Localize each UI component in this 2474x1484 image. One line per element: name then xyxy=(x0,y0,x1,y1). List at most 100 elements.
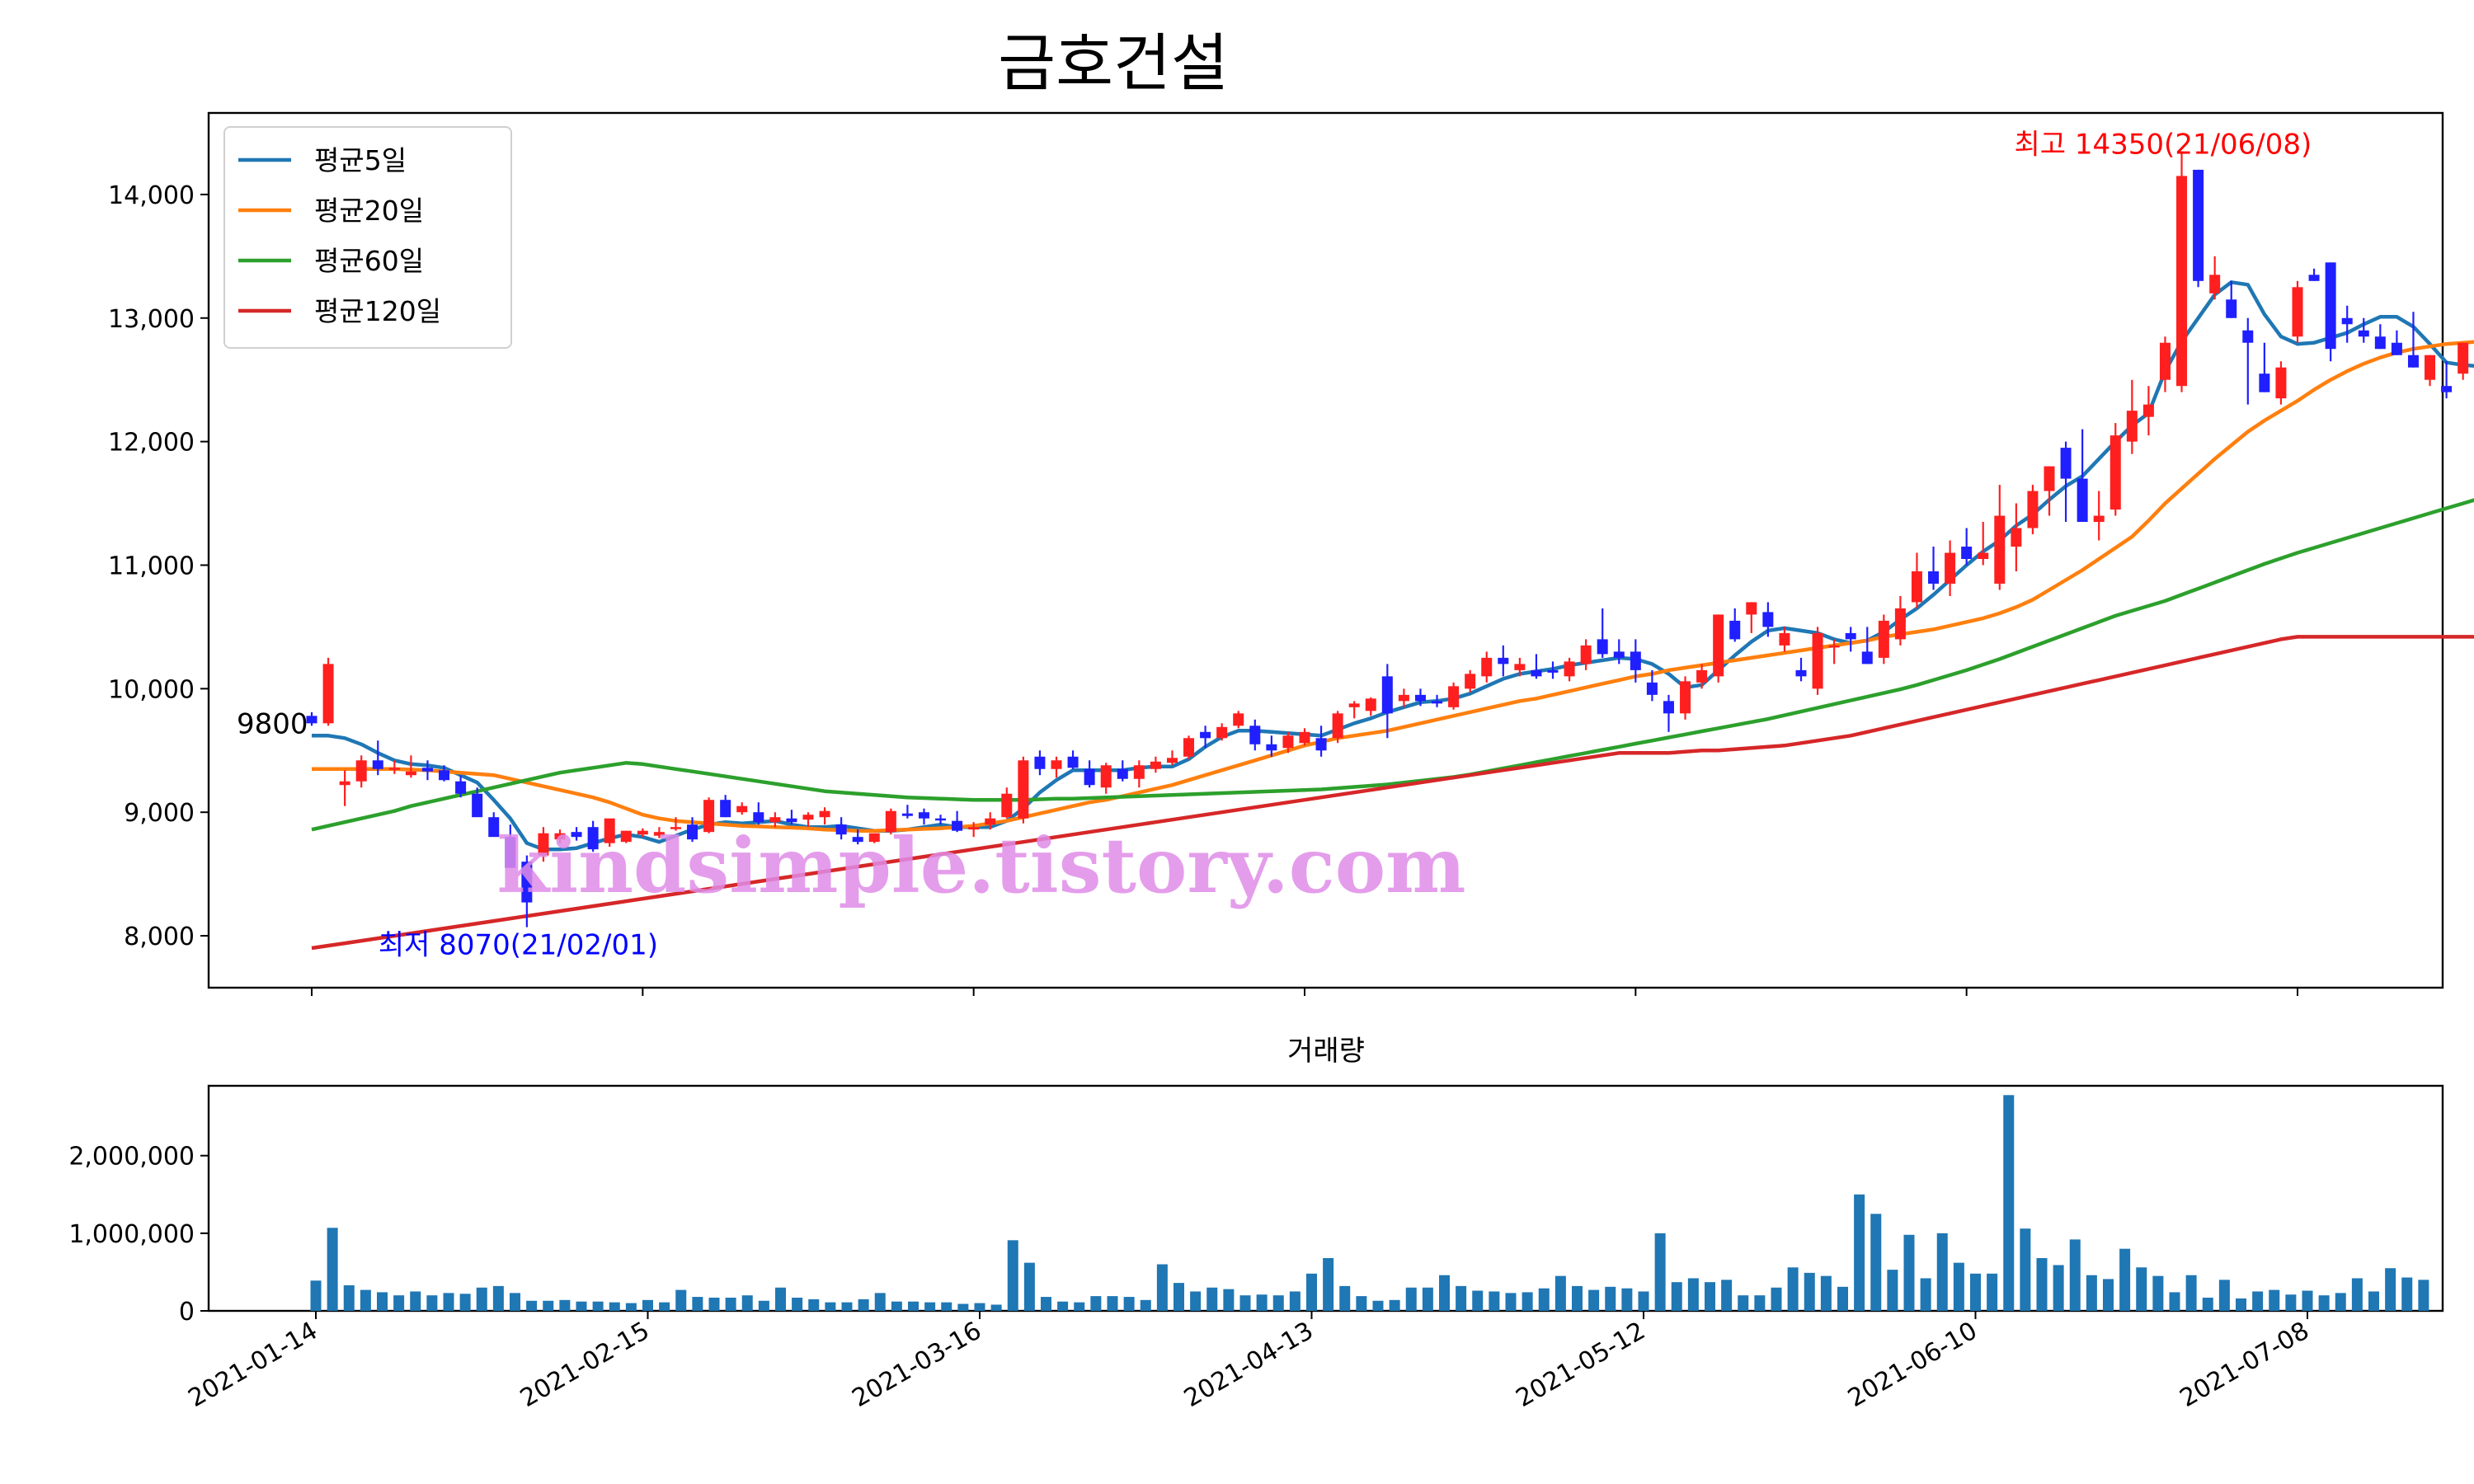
candle-up xyxy=(968,822,980,838)
candle-body xyxy=(1762,612,1774,627)
candle-up xyxy=(670,817,681,831)
candle-body xyxy=(554,833,566,840)
candle-up xyxy=(554,829,566,843)
candle-up xyxy=(1564,657,1575,682)
legend-label: 평균5일 xyxy=(314,144,407,176)
volume-bar xyxy=(974,1303,985,1311)
candle-body xyxy=(2358,330,2369,337)
candle-body xyxy=(2159,342,2171,380)
candle-body xyxy=(1514,664,1526,670)
volume-bar xyxy=(2418,1280,2429,1311)
price-panel-frame xyxy=(207,111,2444,989)
candle-body xyxy=(1100,765,1112,788)
candle-body xyxy=(1299,731,1310,744)
candle-body xyxy=(2044,466,2055,491)
candle-body xyxy=(1994,515,2006,584)
candle-down xyxy=(488,812,500,838)
candle-body xyxy=(439,770,450,781)
volume-bar xyxy=(1239,1295,1251,1311)
volume-bar xyxy=(360,1289,371,1311)
volume-bar xyxy=(1007,1240,1018,1311)
volume-bar xyxy=(874,1293,886,1311)
candle-body xyxy=(1398,694,1409,702)
start-price-label: 9800 xyxy=(237,707,308,740)
candle-down xyxy=(1795,657,1807,682)
volume-bar xyxy=(1289,1291,1300,1311)
candle-up xyxy=(604,818,615,848)
volume-bar xyxy=(1654,1233,1666,1311)
volume-bar xyxy=(990,1304,1002,1311)
candle-down xyxy=(1861,627,1873,665)
volume-bar xyxy=(1953,1262,1964,1311)
candle-up xyxy=(653,827,665,838)
candle-up xyxy=(868,833,880,843)
volume-bar xyxy=(1090,1296,1102,1311)
volume-bar xyxy=(825,1302,836,1311)
price-y-tick-label: 8,000 xyxy=(124,923,195,951)
candle-up xyxy=(339,770,350,806)
candle-body xyxy=(1894,608,1906,640)
volume-bar xyxy=(625,1303,637,1311)
candle-down xyxy=(901,805,913,819)
candle-up xyxy=(1978,522,1989,566)
candle-up xyxy=(1100,763,1112,794)
candle-body xyxy=(1266,744,1277,751)
candle-body xyxy=(720,800,731,818)
candle-body xyxy=(521,862,533,903)
volume-bar xyxy=(891,1301,902,1311)
legend-label: 평균20일 xyxy=(314,195,424,227)
candle-body xyxy=(1332,713,1343,739)
volume-bar xyxy=(1456,1285,1467,1311)
volume-bar xyxy=(642,1299,653,1311)
candle-body xyxy=(1018,760,1029,819)
volume-bar xyxy=(1903,1234,1915,1311)
volume-bar xyxy=(1621,1288,1633,1311)
volume-bar xyxy=(1738,1295,1749,1311)
candle-body xyxy=(985,818,996,825)
volume-bar xyxy=(2302,1290,2313,1311)
price-y-tick-label: 13,000 xyxy=(108,305,195,334)
candle-body xyxy=(1828,645,1840,648)
candle-up xyxy=(769,812,781,828)
candle-up xyxy=(1696,664,1708,689)
candle-down xyxy=(1084,760,1095,788)
volume-bar xyxy=(1041,1297,1051,1311)
volume-bar xyxy=(1787,1267,1799,1311)
candle-body xyxy=(1911,571,1922,603)
volume-bar xyxy=(1854,1194,1865,1311)
volume-bar xyxy=(741,1295,753,1311)
candle-body xyxy=(2275,367,2287,399)
volume-bar xyxy=(1439,1275,1450,1311)
candle-down xyxy=(1315,726,1327,757)
candle-body xyxy=(2341,317,2353,325)
candle-down xyxy=(2358,317,2369,343)
candle-down xyxy=(1961,528,1973,566)
volume-bar xyxy=(1721,1280,1733,1311)
candle-body xyxy=(653,832,665,836)
candle-body xyxy=(306,716,317,724)
date-tick-label: 2021-04-13 xyxy=(1179,1317,1318,1413)
volume-x-axis: 2021-01-14 2021-02-15 2021-03-16 2021-04-13… xyxy=(184,1311,2314,1413)
candle-down xyxy=(372,740,383,776)
volume-bar xyxy=(1422,1287,1433,1311)
date-tick-label: 2021-03-16 xyxy=(848,1317,986,1413)
candle-body xyxy=(2425,355,2436,380)
candle-body xyxy=(2407,355,2419,368)
candle-up xyxy=(1365,697,1376,716)
candle-down xyxy=(2242,317,2254,405)
volume-bar xyxy=(1272,1295,1284,1311)
candle-body xyxy=(2325,262,2336,350)
volume-y-tick-label: 0 xyxy=(179,1298,195,1327)
candle-up xyxy=(1233,711,1244,729)
volume-title: 거래량 xyxy=(1287,1035,1365,1068)
candle-body xyxy=(1680,681,1691,714)
candle-up xyxy=(2458,342,2469,380)
candle-body xyxy=(571,832,582,838)
volume-bar xyxy=(1372,1300,1384,1311)
volume-bar xyxy=(1306,1273,1317,1311)
candlesticks xyxy=(306,151,2469,928)
volume-bar xyxy=(1687,1278,1699,1311)
volume-bar xyxy=(2136,1267,2147,1311)
volume-bar xyxy=(1870,1214,1882,1311)
volume-bar xyxy=(708,1297,720,1311)
